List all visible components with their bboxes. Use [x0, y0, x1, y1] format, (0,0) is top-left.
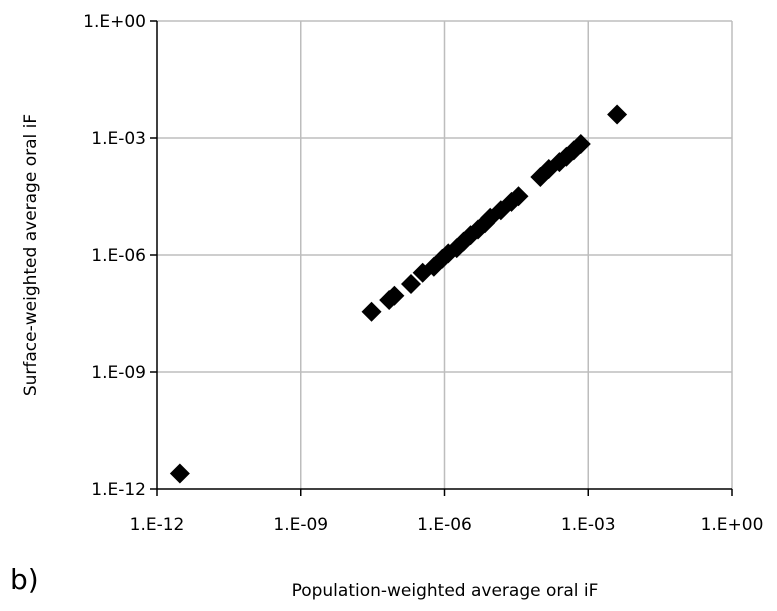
panel-label: b) — [10, 563, 39, 596]
data-points — [169, 104, 628, 484]
data-point — [508, 186, 529, 207]
x-tick-label: 1.E-06 — [417, 515, 472, 535]
x-tick-label: 1.E-12 — [130, 515, 185, 535]
x-tick-label: 1.E-09 — [273, 515, 328, 535]
data-point — [361, 301, 382, 322]
x-tick-label: 1.E+00 — [701, 515, 764, 535]
x-axis-title: Population-weighted average oral iF — [292, 581, 599, 601]
y-tick-label: 1.E-06 — [91, 246, 146, 266]
axes — [150, 20, 733, 496]
data-point — [607, 104, 628, 125]
x-tick-label: 1.E-03 — [561, 515, 616, 535]
data-point — [570, 134, 591, 155]
y-axis-title: Surface-weighted average oral iF — [21, 114, 41, 396]
data-point — [384, 285, 405, 306]
y-tick-label: 1.E-12 — [91, 480, 146, 500]
y-tick-label: 1.E-03 — [91, 129, 146, 149]
y-tick-label: 1.E+00 — [83, 12, 146, 32]
y-tick-label: 1.E-09 — [91, 363, 146, 383]
data-point — [401, 274, 422, 295]
data-point — [169, 463, 190, 484]
tick-labels: 1.E-12 1.E-09 1.E-06 1.E-03 1.E+00 1.E+00 1.E-… — [83, 12, 763, 535]
